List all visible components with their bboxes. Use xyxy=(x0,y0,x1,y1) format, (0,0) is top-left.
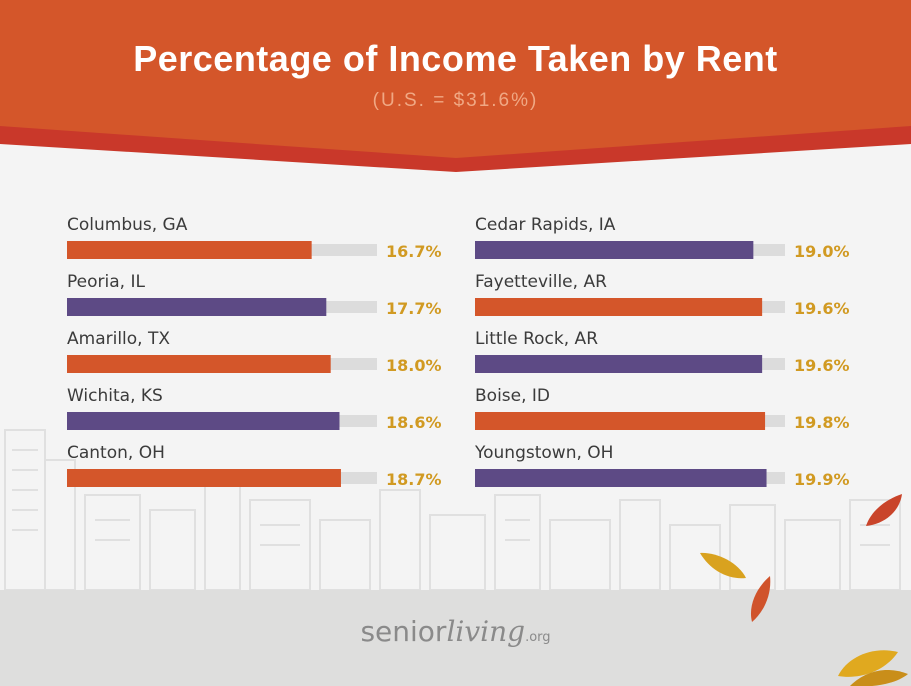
city-label: Boise, ID xyxy=(475,386,550,406)
city-label: Youngstown, OH xyxy=(474,443,613,463)
city-label: Columbus, GA xyxy=(67,215,188,235)
bar xyxy=(475,298,763,316)
logo-senior: senior xyxy=(360,615,447,648)
value-label: 17.7% xyxy=(386,299,442,318)
header-banner xyxy=(0,0,911,172)
bar xyxy=(475,355,763,373)
value-label: 18.0% xyxy=(386,356,442,375)
city-label: Cedar Rapids, IA xyxy=(475,215,616,235)
logo-org: .org xyxy=(525,630,551,645)
value-label: 18.7% xyxy=(386,470,442,489)
logo-living: living xyxy=(446,615,526,648)
value-label: 19.6% xyxy=(794,299,850,318)
page-title: Percentage of Income Taken by Rent xyxy=(133,38,778,79)
bar xyxy=(67,412,340,430)
bar xyxy=(67,241,312,259)
banner-fill xyxy=(0,0,911,158)
value-label: 19.0% xyxy=(794,242,850,261)
value-label: 16.7% xyxy=(386,242,442,261)
city-label: Amarillo, TX xyxy=(67,329,170,349)
value-label: 19.8% xyxy=(794,413,850,432)
value-label: 19.6% xyxy=(794,356,850,375)
bar xyxy=(67,355,331,373)
bar xyxy=(475,469,767,487)
bar xyxy=(475,241,754,259)
bar xyxy=(475,412,766,430)
bar xyxy=(67,298,327,316)
city-label: Fayetteville, AR xyxy=(475,272,607,292)
city-label: Peoria, IL xyxy=(67,272,145,292)
city-label: Wichita, KS xyxy=(67,386,163,406)
seniorliving-logo: seniorliving.org xyxy=(0,615,911,648)
value-label: 19.9% xyxy=(794,470,850,489)
city-label: Canton, OH xyxy=(67,443,165,463)
city-label: Little Rock, AR xyxy=(475,329,598,349)
value-label: 18.6% xyxy=(386,413,442,432)
city-skyline-illustration xyxy=(4,429,901,590)
bar xyxy=(67,469,341,487)
page-subtitle: (U.S. = $31.6%) xyxy=(372,90,539,111)
